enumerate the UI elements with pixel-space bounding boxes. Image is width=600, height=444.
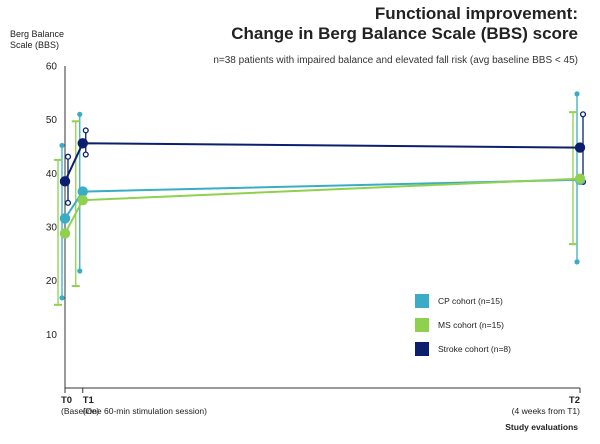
y-tick-label: 20	[46, 276, 58, 287]
data-point	[77, 194, 88, 206]
legend: CP cohort (n=15) MS cohort (n=15) Stroke…	[415, 293, 511, 365]
legend-item-ms: MS cohort (n=15)	[415, 317, 511, 333]
timepoint-sublabel: (Baseline)	[61, 406, 99, 416]
data-point	[574, 173, 586, 184]
legend-swatch-cp	[415, 294, 429, 308]
data-point	[59, 228, 71, 239]
series-line	[64, 142, 581, 182]
legend-label-ms: MS cohort (n=15)	[438, 320, 504, 330]
y-tick-label: 30	[46, 223, 58, 234]
error-cap	[574, 259, 580, 265]
legend-swatch-stroke	[415, 342, 429, 356]
chart-title-line1: Functional improvement:	[374, 4, 578, 23]
error-cap	[82, 127, 89, 134]
y-axis-label: Berg Balance Scale (BBS)	[10, 29, 64, 51]
error-cap	[64, 153, 72, 160]
chart-title-line2: Change in Berg Balance Scale (BBS) score	[231, 24, 578, 43]
y-tick-label: 60	[46, 62, 58, 73]
y-tick-label: 40	[46, 169, 58, 180]
y-axis-label-line1: Berg Balance	[10, 29, 65, 39]
error-cap	[59, 295, 65, 301]
error-cap	[77, 111, 83, 117]
x-axis-label: Study evaluations	[505, 422, 578, 432]
error-cap	[64, 199, 72, 206]
timepoint-sublabel: (One 60-min stimulation session)	[83, 406, 207, 416]
error-cap	[77, 268, 83, 274]
data-point	[59, 176, 71, 187]
legend-label-cp: CP cohort (n=15)	[438, 296, 503, 306]
error-cap	[82, 151, 89, 158]
y-tick-label: 50	[46, 115, 58, 126]
chart-title: Functional improvement: Change in Berg B…	[231, 4, 578, 44]
y-axis-label-line2: Scale (BBS)	[10, 40, 60, 50]
error-cap	[579, 111, 587, 118]
legend-label-stroke: Stroke cohort (n=8)	[438, 344, 511, 354]
error-cap	[574, 91, 580, 97]
timepoint-label: T1	[83, 395, 95, 406]
chart-subtitle: n=38 patients with impaired balance and …	[213, 55, 578, 66]
legend-item-stroke: Stroke cohort (n=8)	[415, 341, 511, 357]
error-cap	[59, 142, 65, 149]
legend-item-cp: CP cohort (n=15)	[415, 293, 511, 309]
data-point	[59, 213, 71, 224]
data-point	[77, 186, 88, 197]
series-line	[64, 178, 581, 219]
timepoint-label: T0	[61, 395, 72, 406]
timepoint-sublabel: (4 weeks from T1)	[512, 406, 581, 416]
timepoint-label: T2	[569, 395, 580, 406]
legend-swatch-ms	[415, 318, 429, 332]
series-line	[64, 177, 581, 234]
y-tick-label: 10	[46, 330, 58, 341]
data-point	[574, 142, 586, 153]
data-point	[77, 138, 88, 149]
